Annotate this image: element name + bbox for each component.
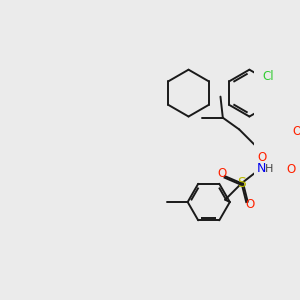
Text: O: O bbox=[217, 167, 226, 180]
Text: O: O bbox=[292, 125, 300, 138]
Polygon shape bbox=[256, 146, 266, 168]
Text: O: O bbox=[245, 198, 254, 211]
Text: O: O bbox=[257, 151, 267, 164]
Text: S: S bbox=[237, 176, 246, 190]
Text: O: O bbox=[286, 163, 296, 176]
Text: Cl: Cl bbox=[262, 70, 274, 83]
Text: H: H bbox=[265, 164, 274, 174]
Text: N: N bbox=[256, 162, 266, 175]
